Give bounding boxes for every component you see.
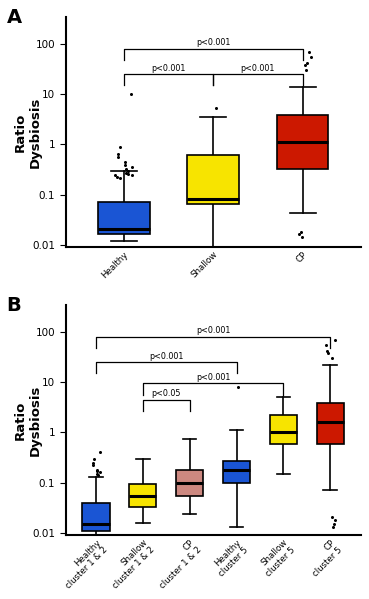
Bar xyxy=(223,461,250,483)
Bar xyxy=(317,403,344,444)
Text: p<0.001: p<0.001 xyxy=(241,63,275,72)
Text: p<0.001: p<0.001 xyxy=(149,352,183,361)
Bar xyxy=(98,202,149,234)
Bar xyxy=(82,503,110,531)
Text: p<0.001: p<0.001 xyxy=(196,373,230,382)
Text: p<0.001: p<0.001 xyxy=(196,38,230,47)
Y-axis label: Ratio
Dysbiosis: Ratio Dysbiosis xyxy=(14,96,42,168)
Text: B: B xyxy=(7,296,21,314)
Bar xyxy=(187,156,239,204)
Bar xyxy=(129,484,156,507)
Bar xyxy=(270,415,297,444)
Text: p<0.001: p<0.001 xyxy=(196,326,230,335)
Bar xyxy=(277,115,328,169)
Text: p<0.05: p<0.05 xyxy=(152,389,181,398)
Text: A: A xyxy=(7,8,22,26)
Bar xyxy=(176,470,203,495)
Y-axis label: Ratio
Dysbiosis: Ratio Dysbiosis xyxy=(14,385,42,456)
Text: p<0.001: p<0.001 xyxy=(151,63,186,72)
